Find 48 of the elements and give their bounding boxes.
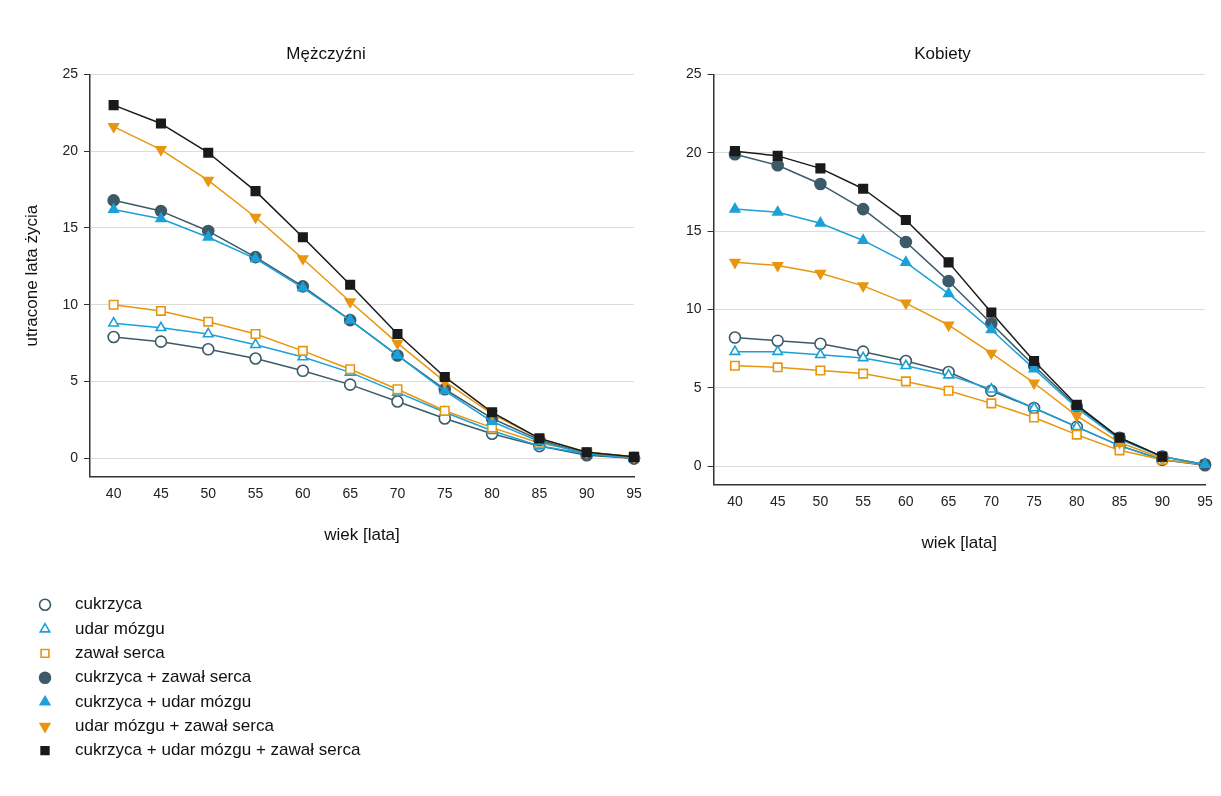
x-tick-label: 95	[1197, 493, 1213, 510]
chart-title: Mężczyźni	[286, 43, 366, 63]
y-tick-label: 25	[685, 65, 702, 82]
x-axis-title: wiek [lata]	[323, 525, 400, 545]
x-tick-label: 80	[484, 485, 501, 502]
y-tick-label: 15	[685, 221, 702, 238]
x-tick-label: 70	[389, 485, 406, 502]
x-tick-label: 90	[578, 485, 595, 502]
x-tick-label: 75	[436, 485, 453, 502]
x-tick-label: 75	[1026, 493, 1043, 510]
y-tick-label: 5	[70, 372, 79, 389]
x-tick-label: 95	[626, 485, 642, 502]
x-tick-label: 40	[727, 493, 743, 510]
x-tick-label: 90	[1154, 493, 1171, 510]
x-tick-label: 70	[983, 493, 1000, 510]
y-tick-label: 20	[685, 143, 702, 160]
x-tick-label: 85	[1111, 493, 1128, 510]
y-tick-label: 10	[685, 300, 702, 317]
x-tick-label: 45	[153, 485, 169, 502]
x-tick-label: 45	[769, 493, 786, 510]
x-tick-label: 60	[295, 485, 311, 502]
y-tick-label: 10	[62, 295, 79, 312]
legend-label: zawał serca	[75, 643, 166, 663]
y-tick-label: 15	[62, 218, 79, 235]
x-tick-label: 50	[200, 485, 217, 502]
y-tick-label: 0	[70, 449, 79, 466]
y-tick-label: 20	[62, 142, 79, 159]
legend-label: cukrzyca + zawał serca	[75, 667, 252, 687]
x-tick-label: 50	[812, 493, 829, 510]
x-tick-label: 55	[855, 493, 872, 510]
y-axis-title: utracone lata życia	[21, 204, 41, 347]
x-tick-label: 55	[247, 485, 264, 502]
x-tick-label: 85	[531, 485, 548, 502]
legend-label: cukrzyca	[75, 594, 143, 614]
legend-label: cukrzyca + udar mózgu	[75, 691, 252, 711]
legend-label: udar mózgu + zawał serca	[75, 715, 275, 735]
y-tick-label: 25	[62, 65, 79, 82]
legend-label: cukrzyca + udar mózgu + zawał serca	[75, 740, 361, 760]
x-tick-label: 40	[105, 485, 122, 502]
x-tick-label: 60	[898, 493, 914, 510]
x-tick-label: 80	[1069, 493, 1085, 510]
chart-title: Kobiety	[914, 43, 972, 63]
x-axis-title: wiek [lata]	[920, 533, 998, 553]
x-tick-label: 65	[940, 493, 957, 510]
y-tick-label: 5	[693, 378, 702, 395]
y-tick-label: 0	[693, 456, 702, 473]
legend-label: udar mózgu	[75, 618, 165, 638]
x-tick-label: 65	[342, 485, 359, 502]
